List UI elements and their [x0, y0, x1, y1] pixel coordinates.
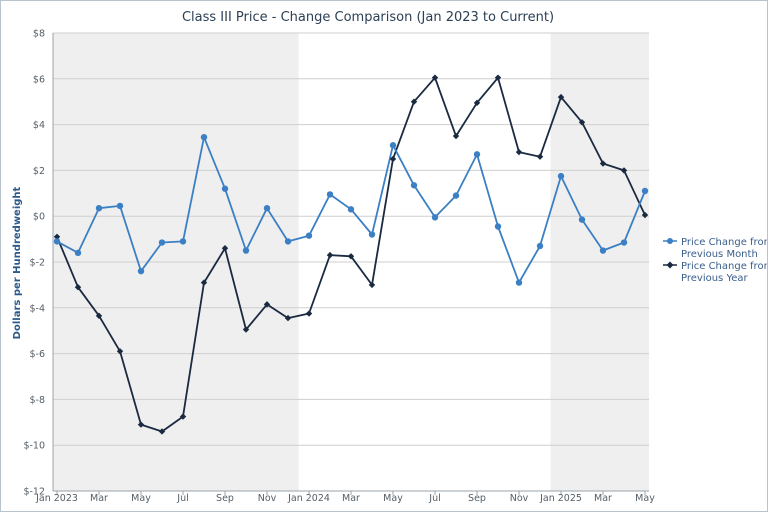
- data-point-year[interactable]: [431, 74, 439, 81]
- x-tick-label: Jul: [428, 493, 440, 504]
- x-tick-label: Mar: [90, 493, 108, 504]
- data-point-year[interactable]: [599, 160, 607, 167]
- data-point-month[interactable]: [284, 238, 292, 245]
- data-point-year[interactable]: [242, 326, 250, 333]
- data-point-month[interactable]: [263, 204, 271, 212]
- x-tick-label: May: [635, 493, 655, 504]
- data-point-month[interactable]: [410, 182, 418, 189]
- x-tick-label: Sep: [216, 493, 234, 504]
- data-point-year[interactable]: [305, 310, 313, 317]
- data-point-month[interactable]: [326, 191, 334, 198]
- y-tick-label: $8: [33, 29, 45, 40]
- y-tick-label: $4: [33, 120, 45, 131]
- x-tick-label: May: [383, 493, 403, 504]
- data-point-year[interactable]: [473, 99, 481, 107]
- data-point-year[interactable]: [641, 211, 649, 219]
- y-tick-label: $-12: [23, 487, 45, 498]
- y-tick-label: $2: [33, 166, 45, 177]
- x-tick-label: Sep: [468, 493, 486, 504]
- legend-month-label-2: Previous Month: [681, 249, 758, 260]
- data-point-year[interactable]: [74, 283, 82, 291]
- x-tick-label: Nov: [258, 493, 277, 504]
- data-point-month[interactable]: [599, 247, 607, 254]
- data-point-year[interactable]: [536, 153, 544, 160]
- data-point-year[interactable]: [452, 132, 460, 140]
- data-point-year[interactable]: [95, 312, 103, 320]
- data-point-month[interactable]: [74, 249, 82, 257]
- x-axis-ticks: Jan 2023 Mar May Jul Sep Nov Jan 2024 Mar May Jul…: [35, 491, 655, 504]
- data-point-year[interactable]: [200, 279, 208, 286]
- data-point-month[interactable]: [641, 187, 649, 195]
- data-point-year[interactable]: [620, 167, 628, 174]
- y-tick-label: $0: [33, 212, 45, 223]
- data-point-year[interactable]: [578, 119, 586, 126]
- legend: Price Change from Previous Month Price C…: [663, 237, 767, 284]
- data-point-month[interactable]: [221, 185, 229, 192]
- legend-month-marker: [667, 238, 673, 244]
- data-point-month[interactable]: [557, 172, 565, 180]
- data-point-month[interactable]: [158, 239, 166, 246]
- data-point-month[interactable]: [473, 151, 481, 158]
- data-point-year[interactable]: [494, 74, 502, 81]
- data-point-month[interactable]: [347, 206, 355, 213]
- x-tick-label: Nov: [510, 493, 529, 504]
- data-point-month[interactable]: [242, 247, 250, 254]
- data-point-year[interactable]: [116, 348, 124, 355]
- x-tick-label: Mar: [594, 493, 612, 504]
- y-axis-ticks: $-12 $-10 $-8 $-6 $-4 $-2 $0 $2 $4 $6 $8: [23, 29, 45, 498]
- data-point-month[interactable]: [368, 231, 376, 238]
- data-point-month[interactable]: [620, 239, 628, 246]
- data-point-year[interactable]: [515, 148, 523, 156]
- data-point-year[interactable]: [410, 98, 418, 105]
- data-point-year[interactable]: [347, 253, 355, 260]
- y-tick-label: $6: [33, 74, 45, 85]
- data-point-month[interactable]: [578, 216, 586, 223]
- y-tick-label: $-8: [29, 395, 45, 406]
- legend-month-label-1: Price Change from: [681, 237, 767, 248]
- data-point-month[interactable]: [536, 242, 544, 250]
- data-point-month[interactable]: [515, 279, 523, 286]
- data-point-year[interactable]: [284, 314, 292, 322]
- data-point-year[interactable]: [179, 413, 187, 420]
- y-tick-label: $-10: [23, 441, 45, 452]
- x-tick-label: Jan 2024: [287, 493, 330, 504]
- data-point-month[interactable]: [116, 202, 124, 210]
- data-point-year[interactable]: [326, 251, 334, 259]
- legend-year-label-1: Price Change from: [681, 261, 767, 272]
- series-points: [53, 74, 649, 435]
- data-point-year[interactable]: [221, 245, 229, 252]
- data-point-year[interactable]: [389, 155, 397, 163]
- x-tick-label: Mar: [342, 493, 360, 504]
- legend-year-marker: [666, 261, 674, 269]
- data-point-month[interactable]: [389, 142, 397, 149]
- data-point-month[interactable]: [95, 204, 103, 212]
- y-tick-label: $-2: [29, 258, 45, 269]
- data-point-year[interactable]: [53, 233, 61, 241]
- data-point-month[interactable]: [452, 192, 460, 199]
- x-tick-label: May: [131, 493, 151, 504]
- data-point-month[interactable]: [305, 232, 313, 239]
- legend-year-label-2: Previous Year: [681, 273, 749, 284]
- x-tick-label: Jan 2023: [35, 493, 78, 504]
- data-point-year[interactable]: [368, 281, 376, 289]
- x-tick-label: Jan 2025: [539, 493, 582, 504]
- y-tick-label: $-6: [29, 349, 45, 360]
- data-point-year[interactable]: [158, 428, 166, 435]
- chart-title: Class III Price - Change Comparison (Jan…: [182, 10, 554, 25]
- data-point-month[interactable]: [53, 238, 61, 245]
- data-point-year[interactable]: [263, 301, 271, 308]
- data-point-month[interactable]: [137, 267, 145, 275]
- data-point-month[interactable]: [179, 238, 187, 245]
- data-point-month[interactable]: [431, 214, 439, 221]
- y-tick-label: $-4: [29, 303, 45, 314]
- data-point-year[interactable]: [137, 421, 145, 428]
- data-point-month[interactable]: [200, 133, 208, 141]
- data-point-month[interactable]: [494, 223, 502, 230]
- x-tick-label: Jul: [176, 493, 188, 504]
- y-axis-label: Dollars per Hundredweight: [12, 186, 23, 339]
- data-point-year[interactable]: [557, 93, 565, 101]
